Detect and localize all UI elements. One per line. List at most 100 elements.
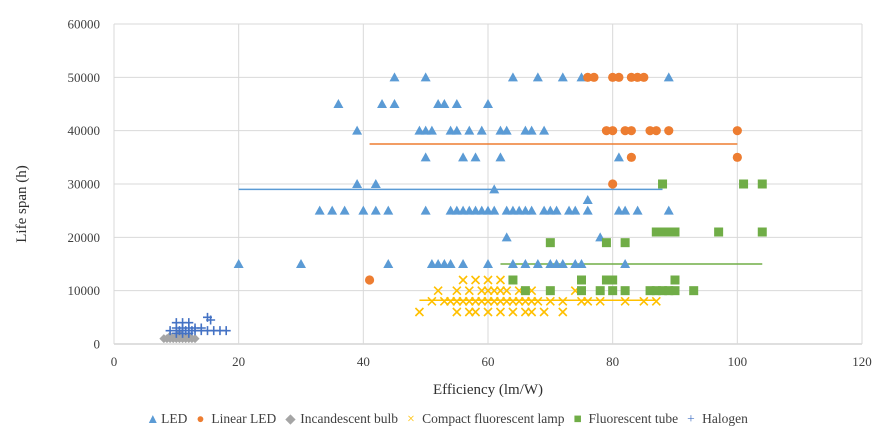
x-axis-title: Efficiency (lm/W) bbox=[433, 382, 543, 398]
data-point bbox=[495, 275, 506, 285]
data-point bbox=[333, 99, 344, 108]
data-point bbox=[663, 72, 674, 82]
data-point bbox=[426, 125, 437, 135]
x-tick-label: 20 bbox=[232, 354, 245, 369]
series-points bbox=[364, 72, 742, 285]
data-point bbox=[476, 125, 487, 135]
data-point bbox=[526, 205, 537, 215]
legend-symbol: ▲ bbox=[146, 411, 159, 426]
data-point bbox=[489, 184, 500, 194]
data-point bbox=[582, 195, 593, 204]
data-point bbox=[352, 125, 363, 135]
data-point bbox=[670, 275, 680, 285]
data-point bbox=[558, 296, 568, 306]
data-point bbox=[620, 259, 631, 268]
data-point bbox=[664, 227, 674, 237]
legend-symbol: ● bbox=[196, 411, 204, 426]
legend-label: Incandescent bulb bbox=[300, 411, 398, 426]
data-point bbox=[664, 126, 674, 136]
data-point bbox=[495, 152, 506, 162]
x-tick-label: 120 bbox=[852, 354, 872, 369]
data-point bbox=[458, 275, 468, 285]
data-point bbox=[658, 227, 668, 237]
legend-symbol: ■ bbox=[574, 411, 582, 426]
data-point bbox=[501, 125, 512, 135]
data-point bbox=[464, 286, 474, 296]
data-point bbox=[532, 259, 543, 268]
data-point bbox=[757, 179, 767, 189]
data-point bbox=[339, 205, 350, 215]
data-point bbox=[520, 286, 530, 296]
data-point bbox=[526, 125, 537, 135]
data-point bbox=[420, 152, 431, 162]
legend-symbol: × bbox=[407, 411, 415, 426]
data-point bbox=[483, 99, 493, 108]
data-point bbox=[451, 99, 462, 108]
tick-labels: 0 10000 20000 30000 40000 50000 60000 0 20 40 60 80… bbox=[68, 17, 872, 370]
data-point bbox=[626, 126, 636, 136]
data-point bbox=[483, 259, 493, 268]
y-tick-label: 30000 bbox=[68, 177, 101, 192]
data-point bbox=[539, 125, 550, 135]
data-point bbox=[451, 125, 462, 135]
legend-symbol: + bbox=[687, 411, 695, 426]
data-point bbox=[608, 179, 618, 189]
data-point bbox=[714, 227, 724, 237]
data-point bbox=[206, 315, 216, 325]
data-point bbox=[508, 275, 518, 285]
y-axis-title: Life span (h) bbox=[14, 165, 30, 242]
data-point bbox=[470, 275, 481, 285]
data-point bbox=[626, 152, 636, 162]
data-point bbox=[651, 286, 661, 296]
data-point bbox=[664, 286, 674, 296]
data-point bbox=[507, 259, 518, 268]
data-point bbox=[377, 99, 388, 108]
data-point bbox=[651, 296, 661, 306]
data-point bbox=[632, 205, 643, 215]
data-point bbox=[439, 99, 450, 108]
x-tick-label: 80 bbox=[606, 354, 619, 369]
legend-symbol: ◆ bbox=[285, 411, 296, 426]
data-point bbox=[352, 179, 363, 188]
data-point bbox=[470, 307, 481, 317]
data-point bbox=[595, 296, 605, 306]
gridlines bbox=[113, 23, 863, 345]
x-tick-label: 40 bbox=[357, 354, 370, 369]
data-point bbox=[620, 296, 630, 306]
data-point bbox=[614, 72, 624, 82]
data-points bbox=[159, 72, 767, 344]
data-point bbox=[370, 179, 381, 188]
data-point bbox=[383, 205, 394, 215]
x-tick-label: 100 bbox=[728, 354, 748, 369]
data-point bbox=[532, 72, 543, 82]
data-point bbox=[539, 307, 549, 317]
data-point bbox=[608, 286, 618, 296]
data-point bbox=[221, 326, 231, 336]
data-point bbox=[389, 99, 400, 108]
data-point bbox=[507, 72, 518, 82]
data-point bbox=[689, 286, 699, 296]
data-point bbox=[358, 205, 369, 215]
data-point bbox=[458, 152, 469, 162]
data-point bbox=[582, 205, 593, 215]
trendlines bbox=[163, 143, 763, 339]
data-point bbox=[601, 275, 611, 285]
data-point bbox=[483, 275, 493, 285]
data-point bbox=[527, 307, 537, 317]
data-point bbox=[608, 275, 618, 285]
legend-label: Fluorescent tube bbox=[589, 411, 679, 426]
data-point bbox=[502, 286, 512, 296]
y-tick-label: 20000 bbox=[68, 230, 101, 245]
data-point bbox=[501, 232, 512, 242]
data-point bbox=[545, 296, 555, 306]
data-point bbox=[757, 227, 767, 237]
data-point bbox=[452, 286, 462, 296]
legend-label: Halogen bbox=[702, 411, 748, 426]
data-point bbox=[670, 286, 680, 296]
data-point bbox=[445, 259, 456, 268]
data-point bbox=[651, 126, 661, 136]
y-tick-label: 50000 bbox=[68, 70, 101, 85]
data-point bbox=[670, 227, 680, 237]
data-point bbox=[658, 179, 668, 189]
